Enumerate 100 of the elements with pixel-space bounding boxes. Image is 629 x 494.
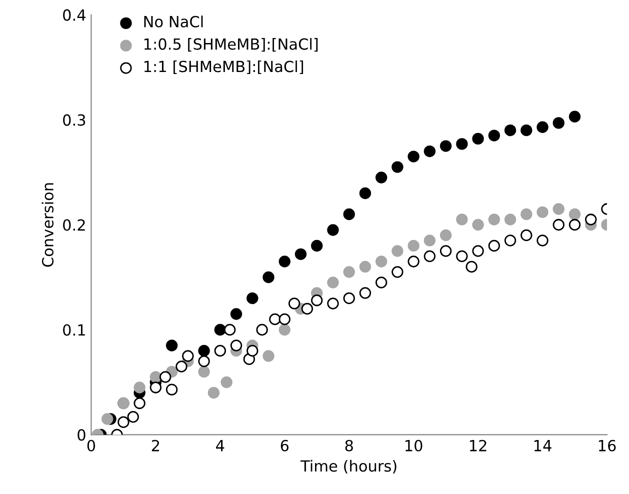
point xyxy=(224,324,236,336)
point xyxy=(311,294,323,306)
y-tick-label: 0 xyxy=(78,429,86,441)
x-tick-label: 8 xyxy=(345,440,353,452)
point xyxy=(278,313,290,326)
point xyxy=(488,130,500,142)
y-tick-label: 0.3 xyxy=(63,114,86,126)
point xyxy=(198,344,210,357)
x-tick-label: 4 xyxy=(216,440,224,452)
point xyxy=(127,411,139,423)
point xyxy=(408,256,420,268)
legend-label: 1:1 [SHMeMB]:[NaCl] xyxy=(144,60,304,74)
point xyxy=(520,208,532,220)
point xyxy=(278,324,290,336)
x-tick-label: 0 xyxy=(87,440,96,452)
point xyxy=(166,340,178,352)
point xyxy=(408,150,420,162)
point xyxy=(311,240,323,252)
point xyxy=(150,382,162,394)
point xyxy=(359,260,372,273)
point xyxy=(392,245,404,257)
point xyxy=(424,250,436,262)
point xyxy=(424,234,436,246)
point xyxy=(214,324,226,336)
point xyxy=(118,416,130,428)
point xyxy=(214,344,226,357)
point xyxy=(269,313,281,326)
point xyxy=(294,248,307,260)
point xyxy=(343,266,355,278)
point xyxy=(536,234,548,246)
point xyxy=(160,371,172,383)
point xyxy=(375,276,388,288)
point xyxy=(472,245,484,257)
point xyxy=(585,214,597,226)
point xyxy=(198,366,210,378)
point xyxy=(246,344,258,357)
point xyxy=(343,208,355,220)
point xyxy=(262,350,274,362)
point xyxy=(568,218,581,231)
point xyxy=(278,256,290,268)
legend-label: No NaCl xyxy=(144,16,203,28)
legend-label: 1:0.5 [SHMeMB]:[NaCl] xyxy=(144,38,318,52)
point xyxy=(176,360,188,372)
point xyxy=(466,260,478,273)
y-tick-label: 0.4 xyxy=(63,9,86,21)
point xyxy=(568,208,581,220)
point xyxy=(456,138,468,150)
point xyxy=(552,117,564,129)
x-tick-label: 16 xyxy=(598,440,616,452)
point xyxy=(208,386,220,399)
point xyxy=(440,245,452,257)
point xyxy=(166,384,178,396)
point xyxy=(198,355,210,368)
x-tick-label: 10 xyxy=(406,440,422,452)
point xyxy=(246,292,258,304)
point xyxy=(101,413,114,425)
point xyxy=(488,214,500,226)
point xyxy=(536,206,548,218)
point xyxy=(288,298,300,310)
point xyxy=(520,124,532,136)
point xyxy=(230,340,242,352)
x-tick-label: 12 xyxy=(470,440,486,452)
x-tick-label: 2 xyxy=(152,440,160,452)
y-axis-title: Conversion xyxy=(42,183,54,267)
point xyxy=(392,161,404,173)
point xyxy=(472,132,484,145)
y-tick-label: 0.2 xyxy=(63,219,85,231)
point xyxy=(488,240,500,252)
point xyxy=(134,397,146,410)
point xyxy=(134,382,146,394)
point xyxy=(408,240,420,252)
point xyxy=(359,287,372,299)
point xyxy=(456,250,468,262)
point xyxy=(343,292,355,304)
point xyxy=(456,214,468,226)
point xyxy=(504,214,516,226)
point xyxy=(440,140,452,152)
point xyxy=(359,187,372,200)
point xyxy=(327,276,339,288)
x-tick-label: 6 xyxy=(280,440,289,452)
point xyxy=(504,124,516,136)
point xyxy=(392,266,404,278)
point xyxy=(504,234,516,246)
point xyxy=(375,172,388,184)
point xyxy=(220,376,232,388)
point xyxy=(262,271,274,284)
point xyxy=(536,121,548,133)
point xyxy=(182,350,194,362)
point xyxy=(424,145,436,158)
point xyxy=(552,203,564,215)
point xyxy=(552,218,564,231)
point xyxy=(230,308,242,320)
point xyxy=(256,324,268,336)
point xyxy=(520,229,532,242)
y-tick-label: 0.1 xyxy=(63,324,85,336)
point xyxy=(375,256,388,268)
point xyxy=(472,218,484,231)
x-tick-label: 14 xyxy=(534,440,552,452)
point xyxy=(327,224,339,236)
point xyxy=(301,302,314,315)
